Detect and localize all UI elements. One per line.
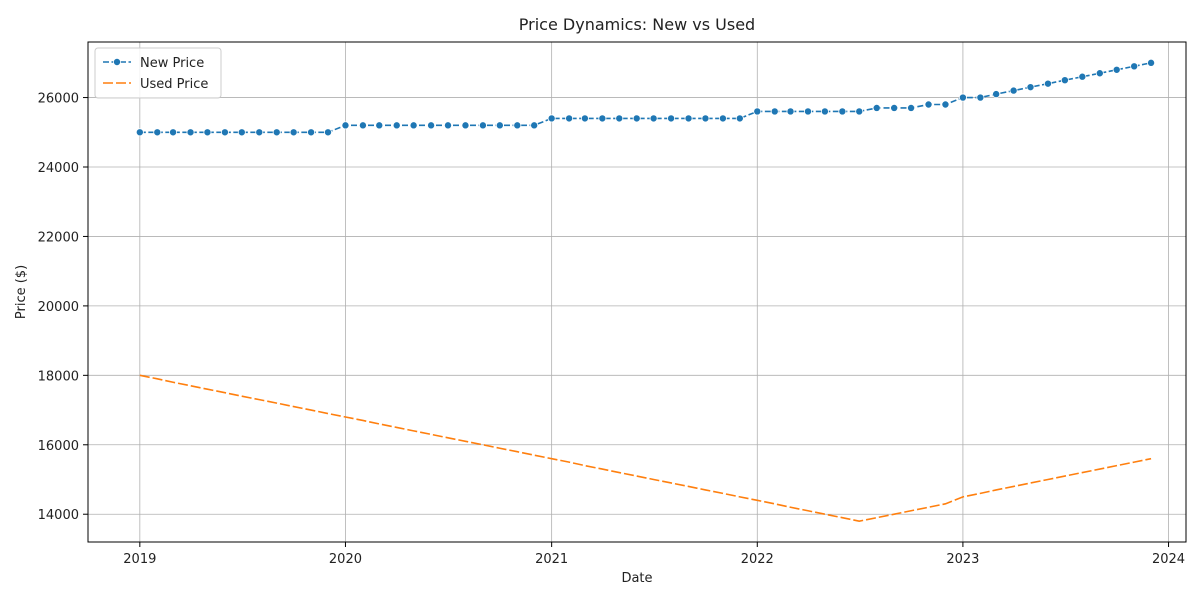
data-point: [409, 121, 418, 130]
data-point: [786, 107, 795, 116]
data-point: [632, 114, 641, 123]
legend-item: Used Price: [103, 77, 208, 92]
data-point: [1147, 58, 1156, 67]
data-point: [615, 114, 624, 123]
data-point: [701, 114, 710, 123]
data-point: [375, 121, 384, 130]
data-point: [255, 128, 264, 137]
legend-marker: [113, 58, 122, 67]
y-axis: 14000 16000 18000 20000 22000 24000 26000: [38, 92, 88, 523]
x-axis-label: Date: [621, 571, 652, 586]
data-point: [341, 121, 350, 130]
data-point: [220, 128, 229, 137]
y-tick-label: 24000: [38, 161, 79, 176]
data-point: [1095, 69, 1104, 78]
data-point: [838, 107, 847, 116]
data-point: [735, 114, 744, 123]
y-tick-label: 22000: [38, 230, 79, 245]
y-tick-label: 16000: [38, 439, 79, 454]
chart-title: Price Dynamics: New vs Used: [519, 15, 755, 34]
legend-item: New Price: [103, 56, 204, 71]
data-point: [1060, 76, 1069, 85]
series-layer: [135, 58, 1156, 522]
data-point: [547, 114, 556, 123]
legend-label: Used Price: [140, 77, 208, 92]
data-point: [289, 128, 298, 137]
data-point: [1043, 79, 1052, 88]
data-point: [580, 114, 589, 123]
data-point: [203, 128, 212, 137]
series-line: [139, 374, 1152, 522]
plot-frame: [87, 41, 1187, 543]
y-axis-label: Price ($): [14, 265, 29, 319]
data-point: [1112, 65, 1121, 74]
y-tick-label: 18000: [38, 369, 79, 384]
data-point: [890, 103, 899, 112]
legend: New Price Used Price: [94, 47, 222, 99]
legend-label: New Price: [140, 56, 204, 71]
data-point: [392, 121, 401, 130]
data-point: [684, 114, 693, 123]
y-tick-label: 26000: [38, 92, 79, 107]
data-point: [872, 103, 881, 112]
x-axis: 2019 2020 2021 2022 2023 2024: [123, 542, 1185, 567]
data-point: [1009, 86, 1018, 95]
data-point: [753, 107, 762, 116]
data-point: [427, 121, 436, 130]
data-point: [237, 128, 246, 137]
data-point: [153, 128, 162, 137]
data-point: [649, 114, 658, 123]
data-point: [513, 121, 522, 130]
x-tick-label: 2021: [535, 552, 568, 567]
y-tick-label: 20000: [38, 300, 79, 315]
data-point: [598, 114, 607, 123]
data-point: [667, 114, 676, 123]
data-point: [135, 128, 144, 137]
data-point: [718, 114, 727, 123]
data-point: [941, 100, 950, 109]
data-point: [495, 121, 504, 130]
x-tick-label: 2019: [123, 552, 156, 567]
data-point: [1026, 83, 1035, 92]
data-point: [770, 107, 779, 116]
data-point: [307, 128, 316, 137]
data-point: [272, 128, 281, 137]
y-tick-label: 14000: [38, 508, 79, 523]
data-point: [169, 128, 178, 137]
data-point: [565, 114, 574, 123]
data-point: [358, 121, 367, 130]
data-point: [907, 103, 916, 112]
data-point: [976, 93, 985, 102]
x-tick-label: 2023: [946, 552, 979, 567]
data-point: [461, 121, 470, 130]
legend-box: [94, 47, 222, 99]
data-point: [958, 93, 967, 102]
x-tick-label: 2022: [741, 552, 774, 567]
data-point: [530, 121, 539, 130]
data-point: [478, 121, 487, 130]
data-point: [820, 107, 829, 116]
grid-lines: [88, 42, 1186, 542]
data-point: [1078, 72, 1087, 81]
data-point: [924, 100, 933, 109]
x-tick-label: 2020: [329, 552, 362, 567]
data-point: [1130, 62, 1139, 71]
series-used-price: [139, 374, 1152, 522]
data-point: [992, 90, 1001, 99]
data-point: [443, 121, 452, 130]
data-point: [855, 107, 864, 116]
data-point: [186, 128, 195, 137]
data-point: [803, 107, 812, 116]
series-new-price: [135, 58, 1156, 137]
data-point: [323, 128, 332, 137]
x-tick-label: 2024: [1152, 552, 1185, 567]
